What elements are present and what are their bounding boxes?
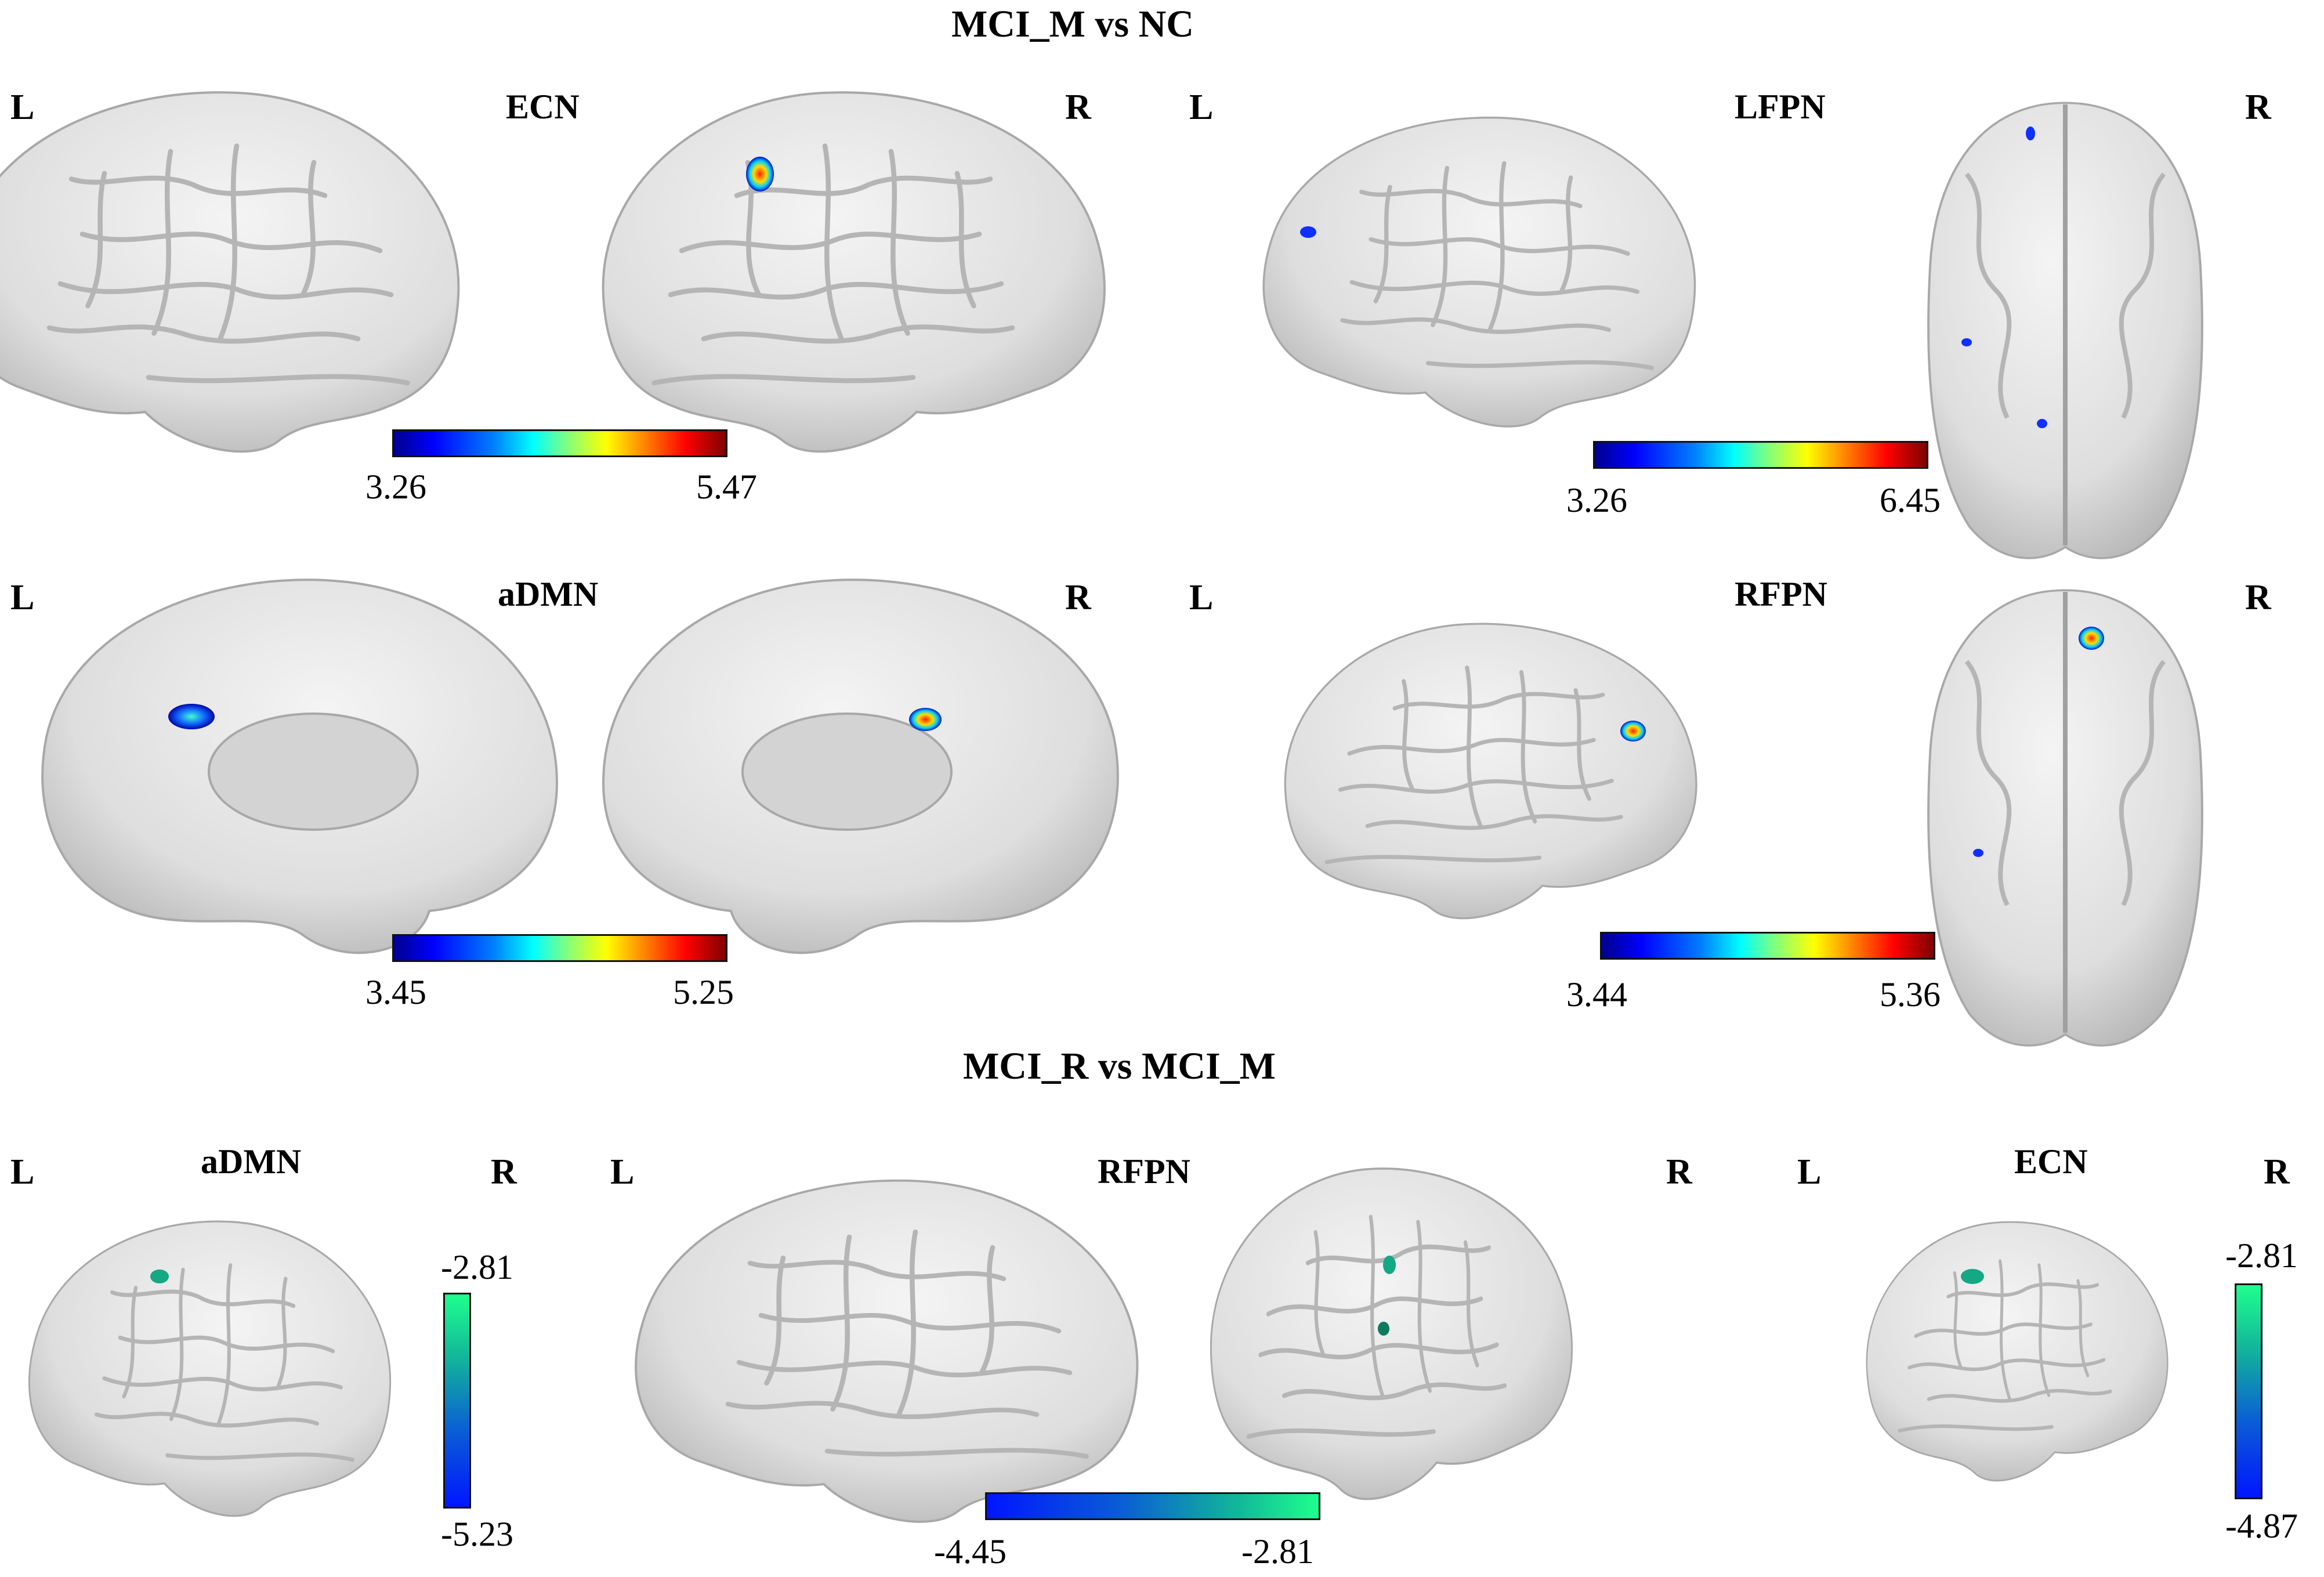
colorbar-rfpn-bottom-min: -4.45 <box>934 1532 1007 1571</box>
hemi-left-ecn-bottom: L <box>1797 1152 1822 1192</box>
colorbar-ecn-bottom-max: -2.81 <box>2225 1236 2298 1275</box>
colorbar-ecn-top-max: 5.47 <box>696 468 757 506</box>
hemi-right-ecn-bottom: R <box>2264 1152 2290 1192</box>
hemi-right-rfpn-bottom: R <box>1666 1152 1692 1192</box>
brain-ecn-left-lateral <box>0 91 460 453</box>
brain-admn-left-medial <box>41 578 558 954</box>
section-title-top: MCI_M vs NC <box>951 3 1194 45</box>
colorbar-rfpn-top <box>1600 932 1935 960</box>
network-label-ecn-bottom: ECN <box>2014 1142 2088 1181</box>
colorbar-admn-top-min: 3.45 <box>365 973 426 1011</box>
hemi-left-lfpn-top: L <box>1189 88 1214 127</box>
brain-rfpn-right-lateral <box>1284 623 1697 920</box>
brain-lfpn-top-view <box>1927 102 2203 559</box>
colorbar-rfpn-top-min: 3.44 <box>1566 975 1627 1014</box>
colorbar-ecn-top-min: 3.26 <box>365 468 426 506</box>
colorbar-ecn-bottom-min: -4.87 <box>2225 1507 2298 1545</box>
network-label-ecn-top: ECN <box>506 88 580 126</box>
hemi-left-admn-bottom: L <box>10 1152 35 1192</box>
network-label-rfpn-bottom: RFPN <box>1098 1152 1190 1191</box>
section-title-bottom: MCI_R vs MCI_M <box>963 1045 1276 1087</box>
brain-admn-oblique <box>28 1220 392 1517</box>
hemi-right-rfpn-top: R <box>2245 578 2271 617</box>
colorbar-rfpn-bottom-max: -2.81 <box>1241 1532 1314 1571</box>
network-label-admn-bottom: aDMN <box>201 1142 302 1181</box>
colorbar-rfpn-top-max: 5.36 <box>1880 975 1941 1014</box>
hemi-left-rfpn-bottom: L <box>610 1152 635 1192</box>
colorbar-admn-bottom-min: -5.23 <box>441 1515 513 1553</box>
hemi-right-ecn-top: R <box>1065 88 1091 127</box>
colorbar-admn-top <box>392 934 727 962</box>
brain-ecn-right-lateral <box>602 91 1106 453</box>
colorbar-admn-top-max: 5.25 <box>673 973 734 1011</box>
brain-rfpn-right-lateral-bottom <box>1210 1167 1573 1500</box>
colorbar-rfpn-bottom <box>985 1492 1320 1520</box>
colorbar-lfpn-top-min: 3.26 <box>1566 481 1627 519</box>
colorbar-ecn-bottom <box>2235 1283 2263 1499</box>
colorbar-lfpn-top-max: 6.45 <box>1880 481 1941 519</box>
brain-lfpn-left-lateral <box>1262 117 1696 428</box>
hemi-left-ecn-top: L <box>10 88 35 127</box>
hemi-right-admn-top: R <box>1065 578 1091 617</box>
network-label-lfpn-top: LFPN <box>1735 88 1826 126</box>
hemi-left-rfpn-top: L <box>1189 578 1214 617</box>
brain-ecn-oblique <box>1866 1221 2169 1482</box>
colorbar-admn-bottom <box>443 1293 471 1509</box>
network-label-admn-top: aDMN <box>498 575 599 613</box>
hemi-right-lfpn-top: R <box>2245 88 2271 127</box>
hemi-right-admn-bottom: R <box>491 1152 517 1192</box>
brain-admn-right-medial <box>602 578 1119 954</box>
colorbar-ecn-top <box>392 429 727 457</box>
brain-rfpn-top-view <box>1927 589 2203 1047</box>
network-label-rfpn-top: RFPN <box>1735 575 1827 613</box>
colorbar-admn-bottom-max: -2.81 <box>441 1248 513 1286</box>
colorbar-lfpn-top <box>1593 441 1928 469</box>
hemi-left-admn-top: L <box>10 578 35 617</box>
brain-rfpn-left-lateral <box>635 1179 1139 1523</box>
